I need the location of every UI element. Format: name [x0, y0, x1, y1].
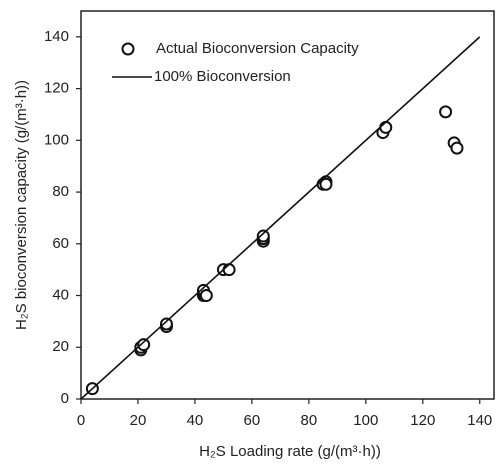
- x-tick-label: 100: [353, 412, 378, 429]
- data-point: [199, 289, 213, 303]
- x-tick-label: 140: [467, 412, 492, 429]
- x-tick-label: 120: [410, 412, 435, 429]
- plot-frame: [80, 10, 495, 400]
- data-point: [137, 338, 151, 352]
- data-point: [439, 105, 453, 119]
- y-tick-label: 20: [52, 338, 69, 355]
- x-tick-label: 40: [187, 412, 204, 429]
- reference-line: [80, 36, 481, 400]
- data-point: [379, 120, 393, 134]
- data-point: [159, 317, 173, 331]
- y-tick-label: 140: [44, 28, 69, 45]
- x-tick-label: 60: [244, 412, 261, 429]
- y-tick-label: 0: [61, 390, 69, 407]
- data-point: [319, 177, 333, 191]
- data-point: [222, 263, 236, 277]
- legend-label: Actual Bioconversion Capacity: [156, 40, 359, 57]
- y-tick-label: 80: [52, 183, 69, 200]
- y-tick-label: 60: [52, 235, 69, 252]
- legend-label: 100% Bioconversion: [154, 68, 291, 85]
- y-tick-label: 100: [44, 131, 69, 148]
- data-point: [256, 229, 270, 243]
- data-point: [450, 141, 464, 155]
- y-axis-label: H₂S bioconversion capacity (g/(m³·h)): [13, 80, 30, 330]
- x-axis-label: H₂S Loading rate (g/(m³·h)): [199, 443, 381, 460]
- x-tick-label: 80: [301, 412, 318, 429]
- y-tick-label: 40: [52, 287, 69, 304]
- x-tick-label: 20: [130, 412, 147, 429]
- x-tick-label: 0: [77, 412, 85, 429]
- legend-marker: [121, 42, 135, 56]
- y-tick-label: 120: [44, 80, 69, 97]
